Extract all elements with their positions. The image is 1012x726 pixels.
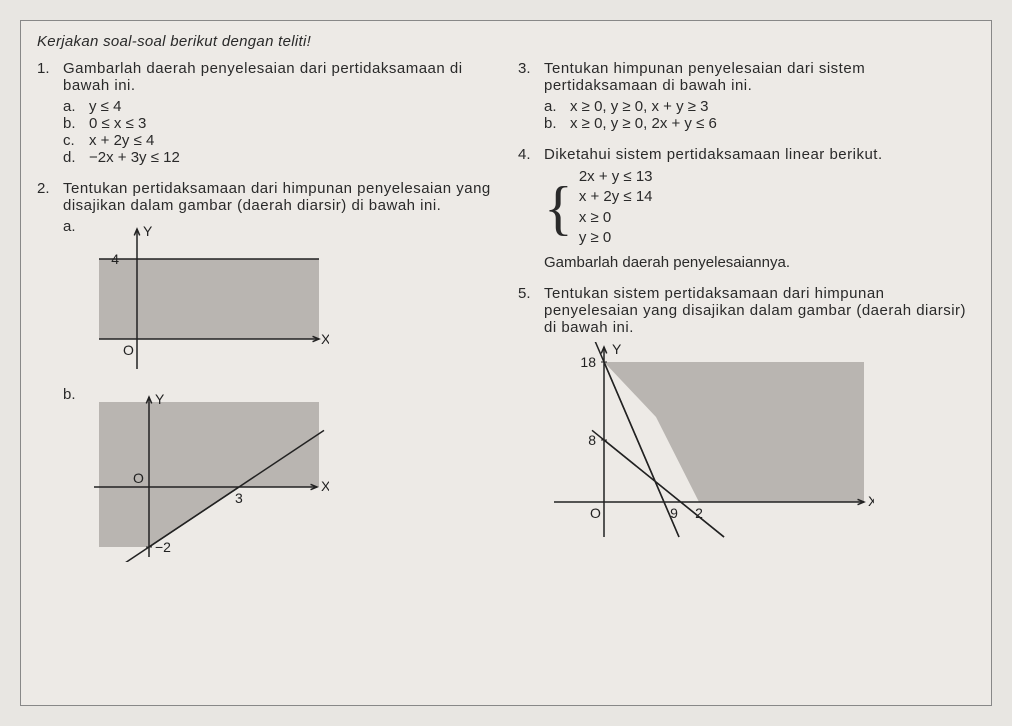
q1d-expr: −2x + 3y ≤ 12 xyxy=(89,149,180,166)
q4-sys-l2: x + 2y ≤ 14 xyxy=(579,187,653,207)
q3a-expr: x ≥ 0, y ≥ 0, x + y ≥ 3 xyxy=(570,98,709,115)
q5-number: 5. xyxy=(518,285,544,554)
q4-sys-l4: y ≥ 0 xyxy=(579,228,653,248)
question-1: 1. Gambarlah daerah penyelesaian dari pe… xyxy=(37,60,494,166)
svg-text:X: X xyxy=(321,331,329,347)
svg-text:Y: Y xyxy=(155,392,165,407)
graph-2a-svg: 4 O X Y xyxy=(89,224,329,374)
svg-text:O: O xyxy=(123,342,134,358)
two-column-layout: 1. Gambarlah daerah penyelesaian dari pe… xyxy=(37,60,975,588)
svg-text:X: X xyxy=(868,493,874,509)
svg-text:9: 9 xyxy=(670,505,678,521)
svg-text:X: X xyxy=(321,478,329,494)
q2-item-b: b. 3 −2 O X Y xyxy=(63,386,494,574)
q1-text: Gambarlah daerah penyelesaian dari perti… xyxy=(63,60,494,94)
q1-item-b: b. 0 ≤ x ≤ 3 xyxy=(63,115,494,132)
svg-text:Y: Y xyxy=(143,224,153,239)
svg-text:−2: −2 xyxy=(155,539,171,555)
q1-item-d: d. −2x + 3y ≤ 12 xyxy=(63,149,494,166)
q3b-label: b. xyxy=(544,115,570,132)
q2-text: Tentukan pertidaksamaan dari himpunan pe… xyxy=(63,180,494,214)
q4-text: Diketahui sistem pertidaksamaan linear b… xyxy=(544,146,975,163)
question-3: 3. Tentukan himpunan penyelesaian dari s… xyxy=(518,60,975,132)
q2-number: 2. xyxy=(37,180,63,574)
svg-text:O: O xyxy=(133,470,144,486)
q3-item-b: b. x ≥ 0, y ≥ 0, 2x + y ≤ 6 xyxy=(544,115,975,132)
left-column: 1. Gambarlah daerah penyelesaian dari pe… xyxy=(37,60,494,588)
q5-graph: 18 8 9 2 O X Y xyxy=(544,342,975,542)
q2-body: Tentukan pertidaksamaan dari himpunan pe… xyxy=(63,180,494,574)
instruction-text: Kerjakan soal-soal berikut dengan teliti… xyxy=(37,33,975,50)
svg-text:2: 2 xyxy=(695,505,703,521)
q4-sys-l3: x ≥ 0 xyxy=(579,208,653,228)
q1b-label: b. xyxy=(63,115,89,132)
q3-item-a: a. x ≥ 0, y ≥ 0, x + y ≥ 3 xyxy=(544,98,975,115)
svg-text:18: 18 xyxy=(580,354,596,370)
q1-item-c: c. x + 2y ≤ 4 xyxy=(63,132,494,149)
q4-system-lines: 2x + y ≤ 13 x + 2y ≤ 14 x ≥ 0 y ≥ 0 xyxy=(579,167,653,248)
q5-body: Tentukan sistem pertidaksamaan dari himp… xyxy=(544,285,975,554)
svg-text:Y: Y xyxy=(612,342,622,357)
q1a-label: a. xyxy=(63,98,89,115)
q3a-label: a. xyxy=(544,98,570,115)
q4-sys-l1: 2x + y ≤ 13 xyxy=(579,167,653,187)
right-column: 3. Tentukan himpunan penyelesaian dari s… xyxy=(518,60,975,588)
svg-text:O: O xyxy=(590,505,601,521)
q4-system: { 2x + y ≤ 13 x + 2y ≤ 14 x ≥ 0 y ≥ 0 xyxy=(544,167,975,248)
graph-5-svg: 18 8 9 2 O X Y xyxy=(544,342,874,542)
q1-number: 1. xyxy=(37,60,63,166)
q1d-label: d. xyxy=(63,149,89,166)
q4-body: Diketahui sistem pertidaksamaan linear b… xyxy=(544,146,975,271)
q3-number: 3. xyxy=(518,60,544,132)
svg-text:8: 8 xyxy=(588,432,596,448)
q2a-graph: 4 O X Y xyxy=(89,224,329,374)
q3b-expr: x ≥ 0, y ≥ 0, 2x + y ≤ 6 xyxy=(570,115,717,132)
q2-item-a: a. 4 O X Y xyxy=(63,218,494,386)
q5-text: Tentukan sistem pertidaksamaan dari himp… xyxy=(544,285,975,336)
question-4: 4. Diketahui sistem pertidaksamaan linea… xyxy=(518,146,975,271)
q2a-label: a. xyxy=(63,218,89,386)
q1-body: Gambarlah daerah penyelesaian dari perti… xyxy=(63,60,494,166)
q1b-expr: 0 ≤ x ≤ 3 xyxy=(89,115,146,132)
q1c-label: c. xyxy=(63,132,89,149)
q4-number: 4. xyxy=(518,146,544,271)
svg-text:3: 3 xyxy=(235,490,243,506)
q1-item-a: a. y ≤ 4 xyxy=(63,98,494,115)
q1a-expr: y ≤ 4 xyxy=(89,98,121,115)
worksheet-page: Kerjakan soal-soal berikut dengan teliti… xyxy=(20,20,992,706)
graph-2b-svg: 3 −2 O X Y xyxy=(89,392,329,562)
q3-body: Tentukan himpunan penyelesaian dari sist… xyxy=(544,60,975,132)
q4-after: Gambarlah daerah penyelesaiannya. xyxy=(544,254,975,271)
q2b-label: b. xyxy=(63,386,89,574)
brace-icon: { xyxy=(544,178,573,238)
svg-text:4: 4 xyxy=(111,251,119,267)
q1c-expr: x + 2y ≤ 4 xyxy=(89,132,154,149)
question-5: 5. Tentukan sistem pertidaksamaan dari h… xyxy=(518,285,975,554)
q3-text: Tentukan himpunan penyelesaian dari sist… xyxy=(544,60,975,94)
q2b-graph: 3 −2 O X Y xyxy=(89,392,329,562)
question-2: 2. Tentukan pertidaksamaan dari himpunan… xyxy=(37,180,494,574)
